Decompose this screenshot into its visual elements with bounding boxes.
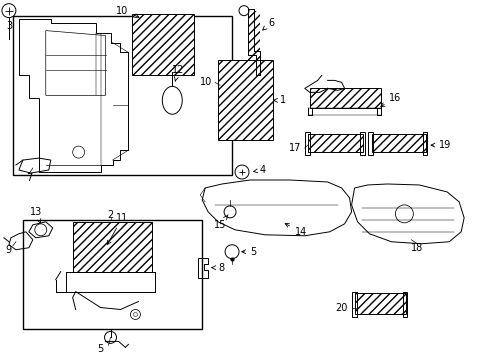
- Ellipse shape: [162, 86, 182, 114]
- Bar: [355, 293, 406, 315]
- Text: 16: 16: [381, 93, 402, 107]
- Bar: [310, 88, 382, 108]
- Text: 4: 4: [254, 165, 266, 175]
- Circle shape: [224, 206, 236, 218]
- Text: 19: 19: [431, 140, 451, 150]
- Bar: [132, 14, 194, 75]
- Text: 8: 8: [212, 263, 224, 273]
- Text: 10: 10: [116, 6, 139, 18]
- Text: 13: 13: [30, 207, 42, 223]
- Circle shape: [235, 165, 249, 179]
- Circle shape: [35, 224, 47, 236]
- Text: 11: 11: [107, 213, 128, 244]
- Text: 14: 14: [285, 224, 307, 237]
- Text: 9: 9: [6, 245, 12, 255]
- Text: 10: 10: [200, 77, 212, 87]
- Text: 17: 17: [290, 143, 302, 153]
- Circle shape: [130, 310, 141, 319]
- Circle shape: [104, 332, 117, 343]
- Text: 1: 1: [273, 95, 286, 105]
- Text: 15: 15: [214, 215, 228, 230]
- Text: 12: 12: [172, 66, 184, 81]
- Circle shape: [239, 6, 249, 15]
- Text: 18: 18: [411, 243, 423, 253]
- Text: 3: 3: [6, 21, 12, 31]
- Text: 5: 5: [98, 345, 104, 354]
- Circle shape: [395, 205, 414, 223]
- Circle shape: [133, 312, 137, 316]
- Circle shape: [73, 146, 85, 158]
- Bar: [13, 15, 232, 175]
- Circle shape: [2, 4, 16, 18]
- Text: 5: 5: [242, 247, 256, 257]
- Bar: [23, 220, 202, 329]
- Text: 20: 20: [335, 302, 347, 312]
- Bar: [218, 60, 273, 140]
- Bar: [308, 134, 363, 152]
- Bar: [73, 222, 152, 272]
- Circle shape: [225, 245, 239, 259]
- Text: 6: 6: [263, 18, 274, 30]
- Bar: [371, 134, 426, 152]
- Text: 7: 7: [25, 173, 32, 183]
- Text: 2: 2: [107, 210, 114, 220]
- Bar: [248, 11, 260, 75]
